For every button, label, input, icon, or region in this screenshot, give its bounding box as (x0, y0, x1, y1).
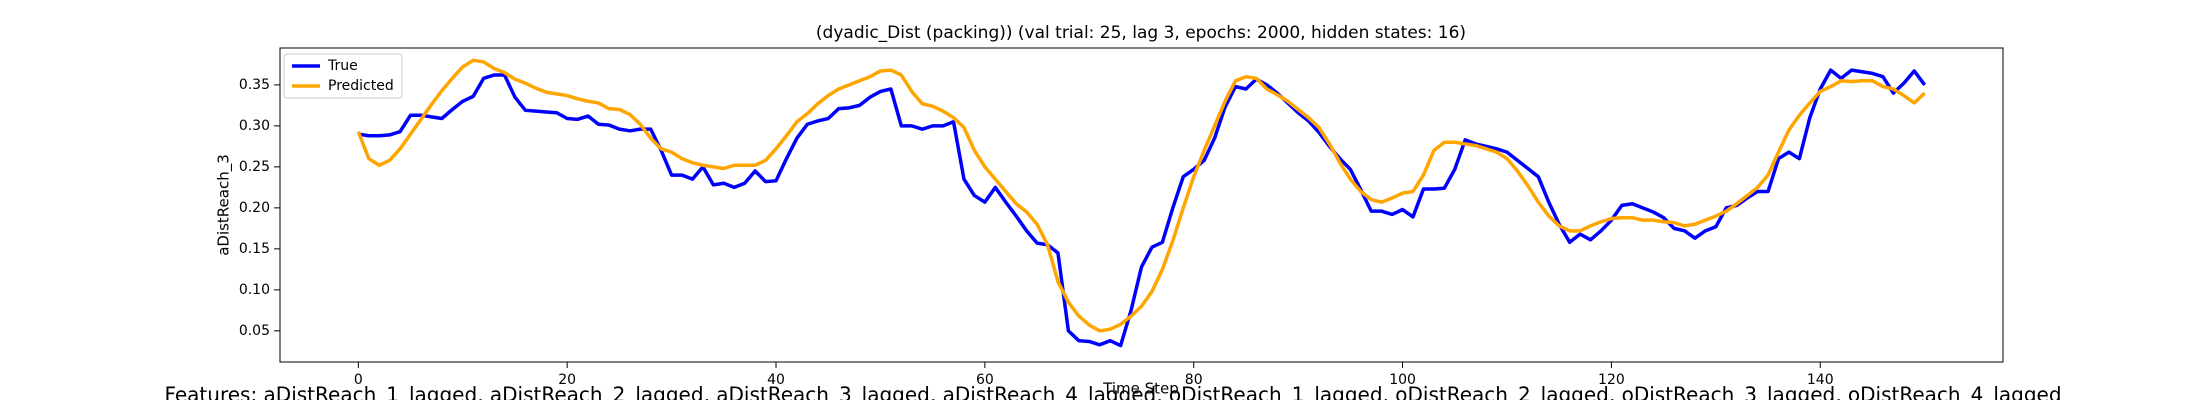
legend-label: True (327, 58, 358, 74)
x-tick-label: 60 (976, 372, 994, 388)
x-tick-label: 140 (1807, 372, 1834, 388)
plot-frame (279, 47, 2004, 363)
y-tick-label: 0.30 (239, 118, 270, 134)
y-tick-label: 0.10 (239, 282, 270, 298)
footnote: Features: aDistReach_1_lagged, aDistReac… (164, 383, 2061, 400)
x-axis-label: Time Step (1102, 380, 1179, 398)
y-tick-label: 0.05 (239, 323, 270, 339)
y-axis-label: aDistReach_3 (215, 154, 234, 256)
chart-title: (dyadic_Dist (packing)) (val trial: 25, … (816, 23, 1466, 43)
y-tick-label: 0.20 (239, 200, 270, 216)
x-tick-label: 40 (767, 372, 785, 388)
x-tick-label: 80 (1185, 372, 1203, 388)
legend-label: Predicted (328, 78, 394, 94)
x-tick-label: 0 (354, 372, 363, 388)
y-tick-label: 0.15 (239, 241, 270, 257)
y-tick-label: 0.25 (239, 159, 270, 175)
x-tick-label: 20 (558, 372, 576, 388)
line-series (358, 68, 1927, 348)
y-tick-label: 0.35 (239, 77, 270, 93)
x-tick-label: 100 (1389, 372, 1416, 388)
x-tick-label: 120 (1598, 372, 1625, 388)
line-series (356, 58, 1926, 333)
